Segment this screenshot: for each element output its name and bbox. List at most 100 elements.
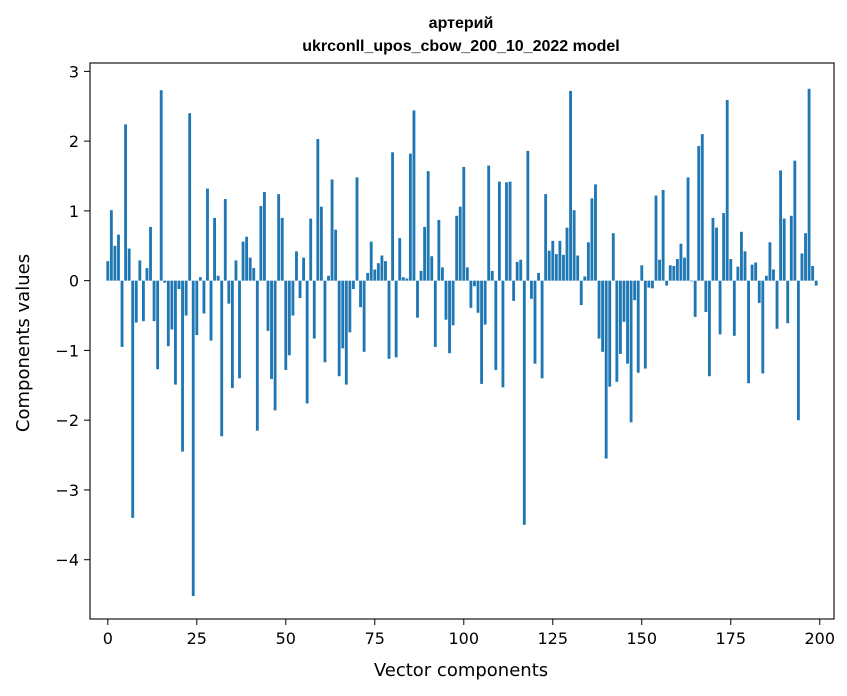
bar-component-45: [266, 280, 270, 331]
bar-component-31: [216, 275, 220, 281]
y-axis-ticks: −4 −3 −2 −1 0 1 2 3: [55, 62, 90, 570]
bar-component-187: [772, 269, 775, 281]
bar-component-121: [537, 272, 540, 281]
bar-component-137: [594, 184, 597, 281]
bar-component-83: [401, 277, 405, 281]
bar-component-54: [298, 280, 302, 299]
bar-component-149: [636, 280, 640, 373]
bar-component-157: [665, 280, 669, 286]
bar-component-95: [444, 280, 448, 320]
bar-component-20: [177, 280, 181, 290]
x-tick-label: 0: [103, 629, 113, 648]
bar-component-84: [405, 278, 409, 281]
bar-component-46: [270, 280, 273, 380]
bar-component-123: [544, 194, 548, 281]
bar-component-61: [323, 280, 327, 363]
bar-component-154: [654, 195, 658, 281]
bar-component-24: [191, 280, 195, 596]
bar-component-72: [362, 280, 366, 352]
bar-component-104: [476, 280, 480, 313]
bar-component-109: [494, 280, 498, 370]
bar-component-110: [497, 181, 501, 281]
bar-component-0: [106, 261, 110, 281]
x-tick-label: 100: [449, 629, 480, 648]
bar-component-85: [408, 153, 412, 281]
bar-component-9: [138, 260, 142, 281]
bar-component-11: [145, 268, 149, 281]
chart-subtitle: ukrconll_upos_cbow_200_10_2022 model: [302, 38, 619, 55]
bar-component-171: [715, 227, 718, 281]
bar-component-26: [198, 277, 202, 281]
bar-component-128: [562, 254, 565, 281]
bar-component-166: [697, 146, 701, 281]
bar-component-43: [259, 206, 263, 281]
bar-component-146: [626, 280, 629, 364]
bar-component-141: [608, 280, 612, 387]
bar-component-184: [761, 280, 765, 374]
bar-component-75: [373, 269, 377, 281]
bar-component-5: [124, 124, 128, 281]
bar-component-174: [725, 99, 729, 281]
bar-component-99: [458, 206, 462, 281]
plot-area-frame: [89, 62, 835, 620]
bar-component-107: [487, 165, 491, 281]
bar-component-14: [156, 280, 160, 370]
bar-component-145: [622, 280, 626, 322]
bar-component-73: [366, 272, 370, 281]
bar-component-82: [398, 238, 402, 281]
bar-component-47: [273, 280, 277, 411]
bar-component-197: [807, 88, 811, 281]
bar-component-196: [804, 233, 807, 281]
y-tick-label: 1: [69, 202, 79, 221]
chart-title: артерий: [429, 15, 494, 32]
bar-component-169: [707, 280, 711, 377]
bar-component-151: [643, 280, 647, 369]
bar-component-124: [547, 250, 551, 281]
bar-component-114: [512, 280, 516, 301]
y-tick-label: −2: [55, 411, 79, 430]
y-tick-label: −3: [55, 481, 79, 500]
bar-component-60: [319, 206, 323, 281]
y-tick-label: 3: [69, 62, 79, 81]
x-tick-label: 50: [276, 629, 296, 648]
y-tick-label: −4: [55, 551, 79, 570]
bar-component-2: [113, 245, 117, 281]
bar-component-41: [252, 268, 256, 281]
bar-component-191: [786, 280, 790, 324]
bar-component-147: [629, 280, 633, 423]
bar-component-77: [380, 255, 384, 281]
bar-component-56: [305, 280, 309, 404]
bar-component-158: [668, 265, 672, 281]
bar-component-40: [248, 257, 252, 281]
bar-component-164: [690, 280, 694, 282]
x-tick-label: 200: [804, 629, 835, 648]
bar-component-122: [540, 280, 544, 379]
bar-component-178: [740, 231, 743, 281]
bar-component-38: [241, 241, 245, 281]
bar-component-180: [747, 280, 750, 384]
bar-component-55: [302, 257, 306, 281]
bar-component-22: [184, 280, 188, 316]
bar-component-3: [117, 234, 120, 281]
bar-component-118: [526, 150, 530, 281]
bar-component-179: [743, 251, 747, 281]
bar-component-101: [465, 267, 469, 281]
bar-component-71: [359, 280, 362, 308]
bar-component-115: [515, 261, 519, 281]
bar-component-90: [426, 171, 430, 281]
bar-component-125: [551, 240, 555, 281]
bar-component-135: [586, 242, 590, 281]
bars-layer: [106, 88, 818, 596]
bar-component-70: [355, 177, 359, 281]
bar-component-153: [651, 280, 654, 289]
y-tick-label: −1: [55, 341, 79, 360]
bar-component-136: [590, 198, 594, 281]
bar-component-80: [391, 152, 395, 281]
bar-component-189: [779, 170, 783, 281]
bar-component-138: [597, 280, 601, 339]
bar-component-120: [533, 280, 537, 364]
bar-component-28: [206, 188, 209, 281]
bar-component-100: [462, 166, 466, 281]
bar-component-167: [700, 134, 704, 281]
bar-component-188: [775, 280, 779, 329]
